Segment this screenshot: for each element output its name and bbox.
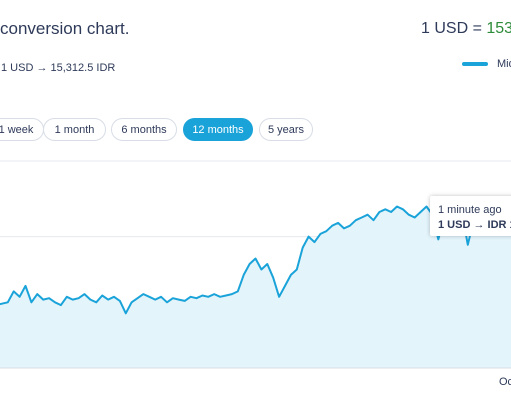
tooltip-rate: 1 USD → IDR 15 bbox=[438, 219, 511, 231]
rate-value: 15312 bbox=[486, 20, 511, 37]
chart-legend: Mid bbox=[462, 58, 511, 70]
sub-rate-text: 1 USD → 15,312.5 IDR bbox=[1, 62, 116, 74]
tab-12-months[interactable]: 12 months bbox=[183, 118, 253, 141]
page-title: conversion chart. bbox=[0, 19, 130, 38]
tab-5-years[interactable]: 5 years bbox=[259, 118, 313, 141]
tab-1-week[interactable]: 1 week bbox=[0, 118, 44, 141]
legend-swatch bbox=[462, 62, 488, 66]
chart-tooltip: 1 minute ago 1 USD → IDR 15 bbox=[430, 196, 511, 236]
rate-summary: 1 USD = 15312 bbox=[421, 20, 511, 38]
tab-1-month[interactable]: 1 month bbox=[43, 118, 106, 141]
chart-area-fill bbox=[0, 206, 511, 368]
legend-label: Mid bbox=[497, 58, 511, 70]
x-tick-label: Oc bbox=[499, 376, 511, 388]
tab-6-months[interactable]: 6 months bbox=[111, 118, 177, 141]
tooltip-time: 1 minute ago bbox=[438, 204, 502, 216]
chart-series-line bbox=[0, 205, 511, 315]
rate-chart[interactable] bbox=[0, 160, 511, 372]
rate-prefix: 1 USD = bbox=[421, 20, 487, 37]
